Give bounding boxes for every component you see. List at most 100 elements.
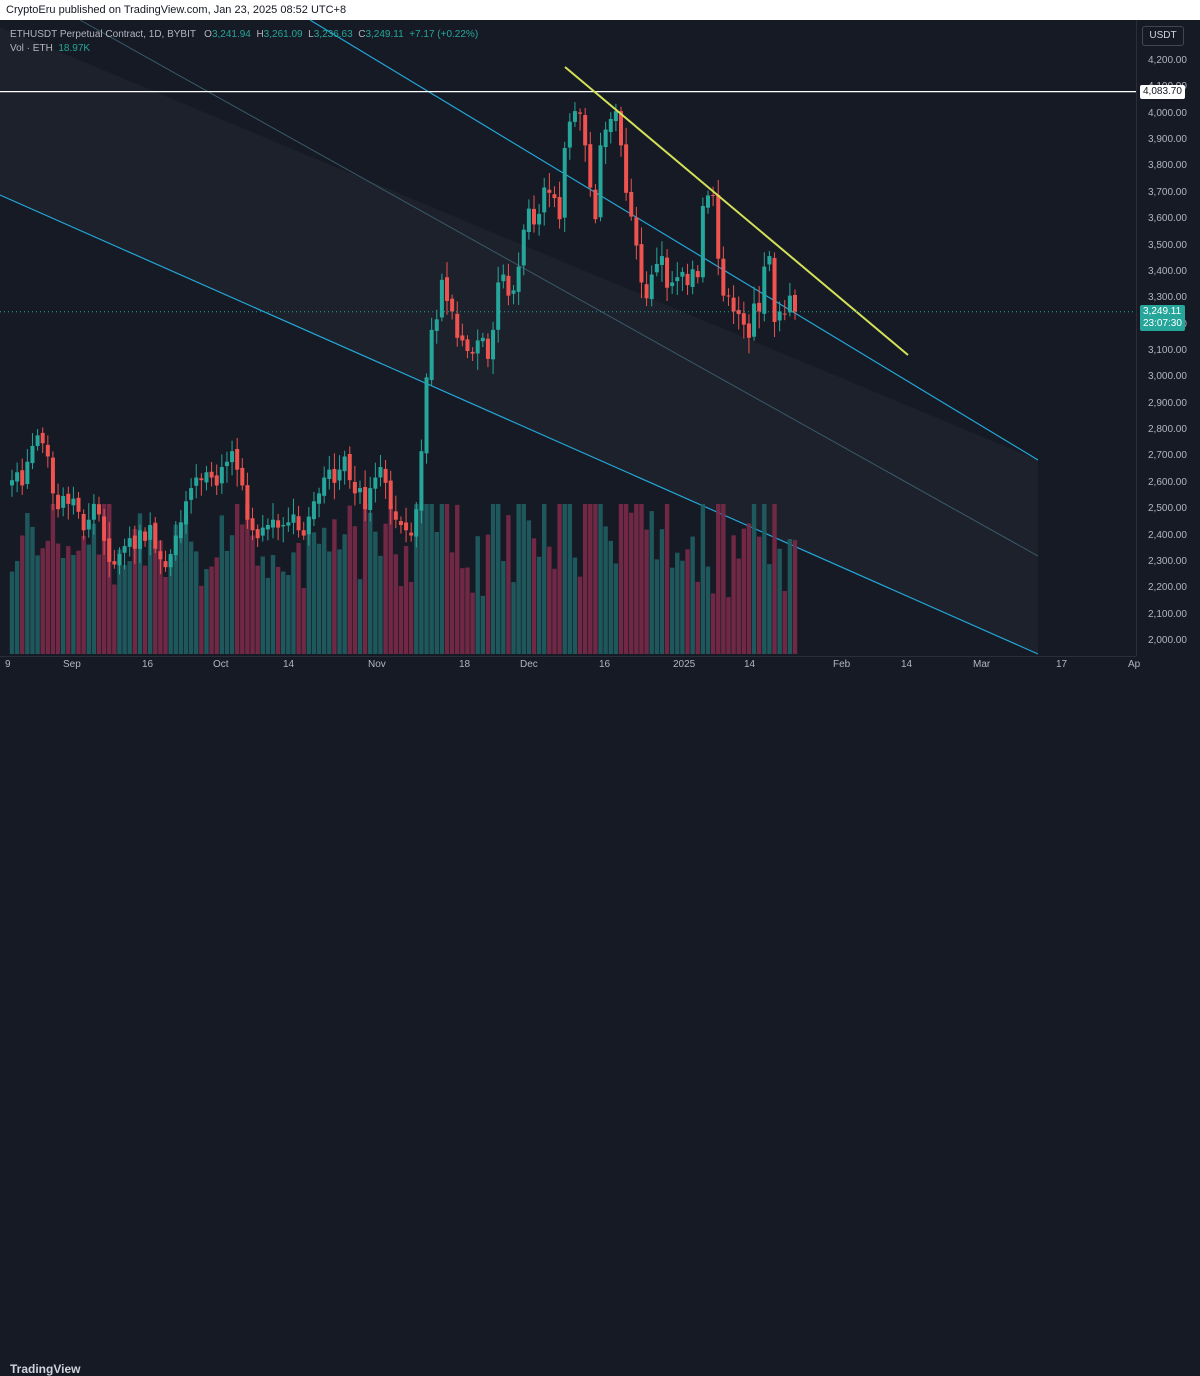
candle-body — [521, 229, 526, 266]
volume-bar — [306, 516, 312, 654]
candle-body — [414, 509, 419, 537]
volume-bar — [50, 504, 56, 654]
candle-body — [388, 480, 393, 510]
volume-bar — [153, 522, 158, 654]
candle-body — [107, 538, 112, 562]
candle-body — [219, 467, 224, 484]
candle-body — [685, 273, 690, 286]
candle-body — [475, 340, 480, 354]
candle-body — [97, 504, 101, 515]
candle-body — [680, 271, 685, 277]
candle-body — [393, 511, 398, 520]
volume-bar — [373, 531, 378, 654]
candle-body — [86, 519, 91, 530]
volume-bar — [547, 546, 552, 654]
volume-bar — [55, 543, 61, 654]
candle-body — [419, 451, 424, 511]
price-tick-label: 2,400.00 — [1148, 529, 1187, 541]
volume-bar — [685, 549, 690, 654]
candle-body — [455, 313, 460, 338]
time-axis[interactable] — [0, 656, 1136, 679]
candle-body — [45, 444, 50, 457]
volume-bar — [675, 552, 680, 654]
candle-body — [383, 468, 388, 483]
candle-body — [793, 295, 797, 312]
publisher-bar: CryptoEru published on TradingView.com, … — [0, 0, 1200, 20]
candle-body — [659, 256, 664, 265]
candle-body — [296, 516, 301, 531]
time-tick-label: Sep — [63, 659, 81, 670]
candle-body — [746, 323, 751, 338]
candle-body — [608, 119, 613, 133]
volume-bar — [168, 556, 173, 654]
volume-bar — [588, 504, 593, 654]
volume-bar — [460, 568, 465, 654]
candle-body — [122, 546, 127, 553]
volume-bar — [71, 554, 76, 654]
volume-bar — [511, 582, 516, 654]
legend-low-value: 3,236.63 — [313, 29, 353, 40]
lines-layer — [0, 66, 1136, 356]
currency-unit-button[interactable]: USDT — [1142, 26, 1184, 46]
volume-bar — [199, 585, 204, 654]
candle-body — [301, 530, 306, 536]
candle-body — [153, 523, 158, 549]
legend: ETHUSDT Perpetual Contract, 1D, BYBIT O3… — [10, 28, 478, 56]
candle-body — [127, 538, 132, 547]
volume-bar — [117, 549, 122, 654]
volume-bar — [352, 526, 358, 654]
candle-body — [772, 258, 777, 322]
time-tick-label: Mar — [973, 659, 991, 670]
candle-body — [184, 501, 188, 525]
channel-lower-line — [0, 194, 1039, 655]
tradingview-logo[interactable]: TradingView — [10, 1362, 80, 1376]
chart-canvas[interactable] — [0, 0, 1200, 704]
countdown-value: 23:07:30 — [1143, 317, 1182, 329]
candle-body — [445, 277, 449, 301]
price-tick-label: 2,100.00 — [1148, 608, 1187, 620]
volume-bar — [521, 504, 526, 654]
candle-body — [675, 277, 680, 282]
volume-bar — [506, 515, 511, 654]
volume-bar — [147, 526, 153, 654]
candle-body — [398, 521, 403, 525]
volume-bar — [659, 529, 665, 654]
volume-bar — [613, 563, 619, 654]
price-tick-label: 2,800.00 — [1148, 424, 1187, 436]
volume-bar — [240, 524, 245, 654]
volume-bar — [291, 552, 296, 654]
volume-bar — [455, 504, 460, 654]
volume-bar — [603, 526, 608, 654]
volume-bar — [669, 567, 675, 654]
price-tick-label: 3,700.00 — [1148, 186, 1187, 198]
volume-bar — [163, 577, 168, 654]
candle-body — [260, 527, 265, 536]
volume-bar — [14, 560, 20, 654]
price-tick-label: 3,000.00 — [1148, 371, 1187, 383]
time-tick-label: 14 — [744, 659, 756, 670]
volume-bar — [608, 540, 613, 654]
candle-body — [649, 274, 654, 300]
candle-body — [306, 517, 311, 535]
candle-body — [235, 448, 240, 470]
candle-body — [148, 525, 153, 540]
channel-fill — [0, 27, 1038, 654]
volume-bar — [357, 579, 363, 654]
volume-bar — [623, 504, 629, 654]
volume-bar — [86, 544, 91, 654]
price-axis[interactable] — [1136, 20, 1200, 656]
candle-body — [378, 467, 383, 478]
volume-bar — [316, 543, 322, 654]
candle-body — [706, 195, 710, 208]
volume-bar — [485, 534, 491, 654]
price-tick-label: 4,000.00 — [1148, 107, 1187, 119]
candle-body — [485, 338, 490, 359]
candle-body — [516, 266, 521, 292]
volume-bar — [327, 551, 332, 654]
volume-bar — [726, 597, 731, 654]
volume-bar — [746, 523, 752, 654]
candle-body — [578, 112, 583, 114]
candle-body — [368, 488, 373, 511]
price-tick-label: 4,200.00 — [1148, 55, 1187, 66]
volume-bar — [787, 539, 793, 654]
